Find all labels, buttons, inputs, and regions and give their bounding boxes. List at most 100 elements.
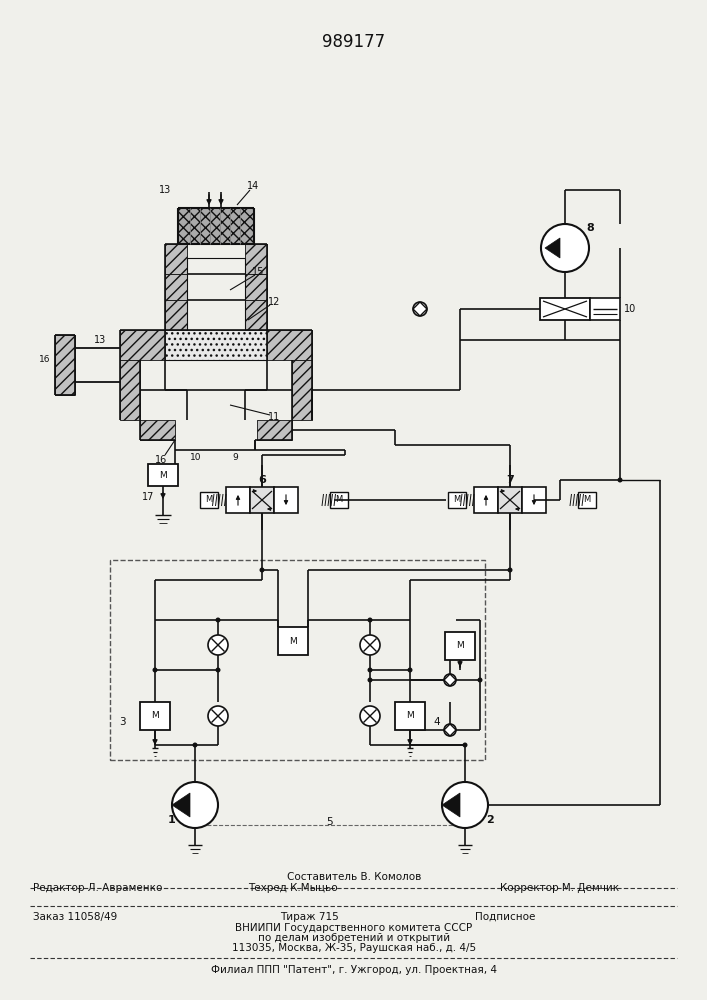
Text: M: M bbox=[406, 712, 414, 720]
Bar bbox=[540, 298, 590, 320]
Text: 16: 16 bbox=[40, 356, 51, 364]
Circle shape bbox=[153, 668, 158, 672]
Bar bbox=[395, 702, 425, 730]
Bar bbox=[245, 274, 267, 300]
Circle shape bbox=[508, 568, 513, 572]
Circle shape bbox=[444, 674, 456, 686]
Text: Корректор М. Демчик: Корректор М. Демчик bbox=[500, 883, 619, 893]
Bar bbox=[148, 464, 178, 486]
Circle shape bbox=[444, 724, 456, 736]
Circle shape bbox=[368, 668, 373, 672]
Bar bbox=[200, 492, 218, 508]
Text: 17: 17 bbox=[142, 492, 154, 502]
Text: 10: 10 bbox=[190, 454, 201, 462]
Bar bbox=[292, 360, 312, 420]
Text: M: M bbox=[289, 637, 297, 646]
Polygon shape bbox=[413, 302, 427, 316]
Text: 1: 1 bbox=[168, 815, 176, 825]
Text: 10: 10 bbox=[624, 304, 636, 314]
Text: 14: 14 bbox=[247, 181, 259, 191]
Text: 16: 16 bbox=[155, 455, 167, 465]
Bar bbox=[165, 300, 187, 330]
Circle shape bbox=[368, 617, 373, 622]
Circle shape bbox=[617, 478, 622, 483]
Bar bbox=[522, 487, 546, 513]
Text: 7: 7 bbox=[506, 475, 514, 485]
Bar bbox=[55, 335, 75, 395]
Bar bbox=[578, 492, 596, 508]
Text: по делам изобретений и открытий: по делам изобретений и открытий bbox=[258, 933, 450, 943]
Bar bbox=[267, 330, 312, 360]
Bar bbox=[257, 420, 292, 440]
Text: Заказ 11058/49: Заказ 11058/49 bbox=[33, 912, 117, 922]
Bar bbox=[274, 487, 298, 513]
Text: ВНИИПИ Государственного комитета СССР: ВНИИПИ Государственного комитета СССР bbox=[235, 923, 472, 933]
Text: 4: 4 bbox=[433, 717, 440, 727]
Bar bbox=[590, 298, 620, 320]
Text: Редактор Л. Авраменко: Редактор Л. Авраменко bbox=[33, 883, 163, 893]
Polygon shape bbox=[545, 238, 560, 258]
Circle shape bbox=[541, 224, 589, 272]
Circle shape bbox=[368, 678, 373, 682]
Circle shape bbox=[462, 742, 467, 748]
Text: 13: 13 bbox=[159, 185, 171, 195]
Text: M: M bbox=[205, 495, 213, 504]
Text: M: M bbox=[583, 495, 590, 504]
Circle shape bbox=[360, 706, 380, 726]
Text: 11: 11 bbox=[268, 412, 280, 422]
Bar bbox=[245, 300, 267, 330]
Text: 2: 2 bbox=[486, 815, 494, 825]
Bar bbox=[165, 244, 187, 274]
Text: Подписное: Подписное bbox=[475, 912, 535, 922]
Polygon shape bbox=[444, 674, 456, 686]
Text: 5: 5 bbox=[327, 817, 333, 827]
Text: 9: 9 bbox=[232, 454, 238, 462]
Text: M: M bbox=[159, 471, 167, 480]
Circle shape bbox=[477, 678, 482, 682]
Bar bbox=[250, 487, 274, 513]
Circle shape bbox=[172, 782, 218, 828]
Bar bbox=[165, 274, 187, 300]
Bar bbox=[330, 492, 348, 508]
Circle shape bbox=[360, 635, 380, 655]
Bar bbox=[120, 360, 140, 420]
Circle shape bbox=[442, 782, 488, 828]
Polygon shape bbox=[444, 724, 456, 736]
Bar bbox=[226, 487, 250, 513]
Bar bbox=[140, 420, 175, 440]
Text: M: M bbox=[453, 495, 461, 504]
Bar bbox=[474, 487, 498, 513]
Text: M: M bbox=[456, 642, 464, 650]
Circle shape bbox=[216, 668, 221, 672]
Text: 6: 6 bbox=[258, 475, 266, 485]
Text: 12: 12 bbox=[268, 297, 280, 307]
Bar bbox=[165, 330, 267, 360]
Text: Техред К.Мыцьо: Техред К.Мыцьо bbox=[248, 883, 338, 893]
Bar bbox=[445, 632, 475, 660]
Circle shape bbox=[208, 706, 228, 726]
Polygon shape bbox=[442, 793, 460, 817]
Circle shape bbox=[407, 668, 412, 672]
Bar bbox=[120, 330, 165, 360]
Text: 8: 8 bbox=[586, 223, 594, 233]
Text: 13: 13 bbox=[94, 335, 106, 345]
Text: M: M bbox=[335, 495, 343, 504]
Bar bbox=[498, 487, 522, 513]
Bar bbox=[448, 492, 466, 508]
Text: 113035, Москва, Ж-35, Раушская наб., д. 4/5: 113035, Москва, Ж-35, Раушская наб., д. … bbox=[232, 943, 476, 953]
Bar bbox=[278, 627, 308, 655]
Bar bbox=[110, 560, 485, 760]
Text: 15: 15 bbox=[252, 267, 264, 277]
Circle shape bbox=[216, 617, 221, 622]
Bar bbox=[140, 702, 170, 730]
Circle shape bbox=[192, 742, 197, 748]
Circle shape bbox=[208, 635, 228, 655]
Text: 3: 3 bbox=[119, 717, 125, 727]
Text: M: M bbox=[151, 712, 159, 720]
Bar bbox=[178, 208, 254, 244]
Circle shape bbox=[413, 302, 427, 316]
Text: Филиал ППП "Патент", г. Ужгород, ул. Проектная, 4: Филиал ППП "Патент", г. Ужгород, ул. Про… bbox=[211, 965, 497, 975]
Circle shape bbox=[259, 568, 264, 572]
Text: Тираж 715: Тираж 715 bbox=[280, 912, 339, 922]
Polygon shape bbox=[172, 793, 190, 817]
